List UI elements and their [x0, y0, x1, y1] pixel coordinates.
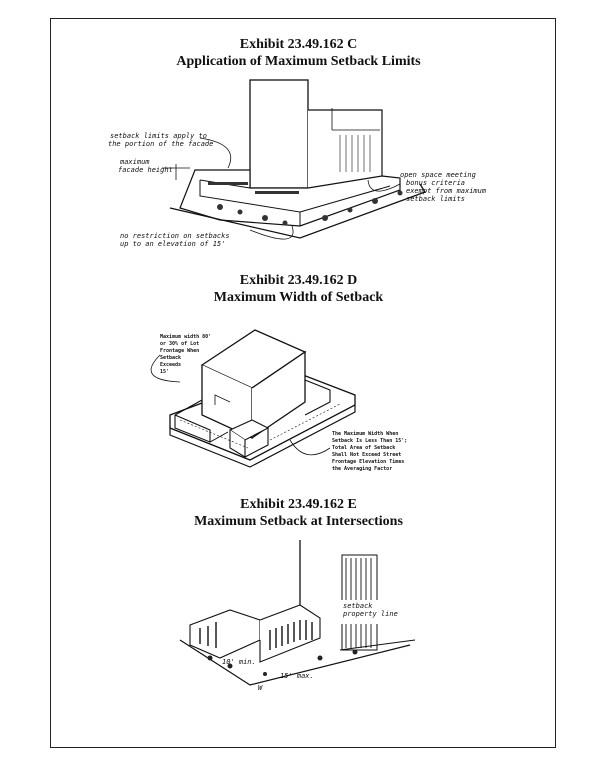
annot-open-space-2: bonus criteria	[406, 179, 465, 187]
annot-total-area-3: Total Area of Setback	[332, 445, 395, 451]
annot-max-width-4: Setback	[160, 355, 181, 361]
annot-corner-1: setback	[343, 602, 373, 610]
annot-max-facade-1: maximum	[119, 158, 150, 166]
exhibit-d-subtitle: Maximum Width of Setback	[213, 290, 384, 305]
annot-dim-max: 15' max.	[280, 672, 314, 680]
exhibit-d-drawing: Maximum width 80' or 30% of Lot Frontage…	[150, 329, 407, 472]
annot-total-area-2: Setback Is Less Than 15';	[332, 438, 407, 444]
annot-open-space-3: exempt from maximum	[406, 187, 487, 195]
annot-max-width-6: 15'	[160, 369, 169, 375]
exhibit-c-subtitle: Application of Maximum Setback Limits	[176, 54, 421, 69]
annot-open-space-4: setback limits	[406, 195, 465, 203]
exhibit-e-subtitle: Maximum Setback at Intersections	[194, 514, 403, 529]
annot-max-width-1: Maximum width 80'	[160, 334, 211, 340]
exhibit-e-title: Exhibit 23.49.162 E	[240, 497, 357, 512]
exhibit-c-title: Exhibit 23.49.162 C	[239, 37, 358, 52]
exhibit-c-drawing: setback limits apply to the portion of t…	[108, 79, 487, 248]
annot-total-area-4: Shall Not Exceed Street	[332, 452, 401, 458]
annot-no-restriction-1: no restriction on setbacks	[120, 232, 230, 240]
exhibit-d-title: Exhibit 23.49.162 D	[239, 273, 358, 288]
annot-max-facade-2: facade height	[118, 166, 173, 174]
annot-setback-limits-1: setback limits apply to	[110, 132, 207, 140]
page-border	[50, 18, 556, 748]
annot-setback-limits-2: the portion of the facade	[108, 140, 213, 148]
annot-max-width-5: Exceeds	[160, 362, 181, 368]
annot-max-width-3: Frontage When	[160, 348, 199, 354]
exhibit-e-drawing: setback property line 10' min. 15' max. …	[179, 540, 416, 692]
annot-no-restriction-2: up to an elevation of 15'	[120, 240, 225, 248]
annot-corner-2: property line	[343, 610, 398, 618]
annot-max-width-2: or 30% of Lot	[160, 341, 199, 347]
annot-dim-min: 10' min.	[222, 658, 256, 666]
annot-open-space-1: open space meeting	[400, 171, 476, 179]
annot-total-area-5: Frontage Elevation Times	[332, 459, 404, 465]
annot-total-area-6: the Averaging Factor	[332, 466, 392, 472]
annot-dim-w: W	[258, 684, 263, 692]
annot-total-area-1: The Maximum Width When	[332, 431, 398, 437]
